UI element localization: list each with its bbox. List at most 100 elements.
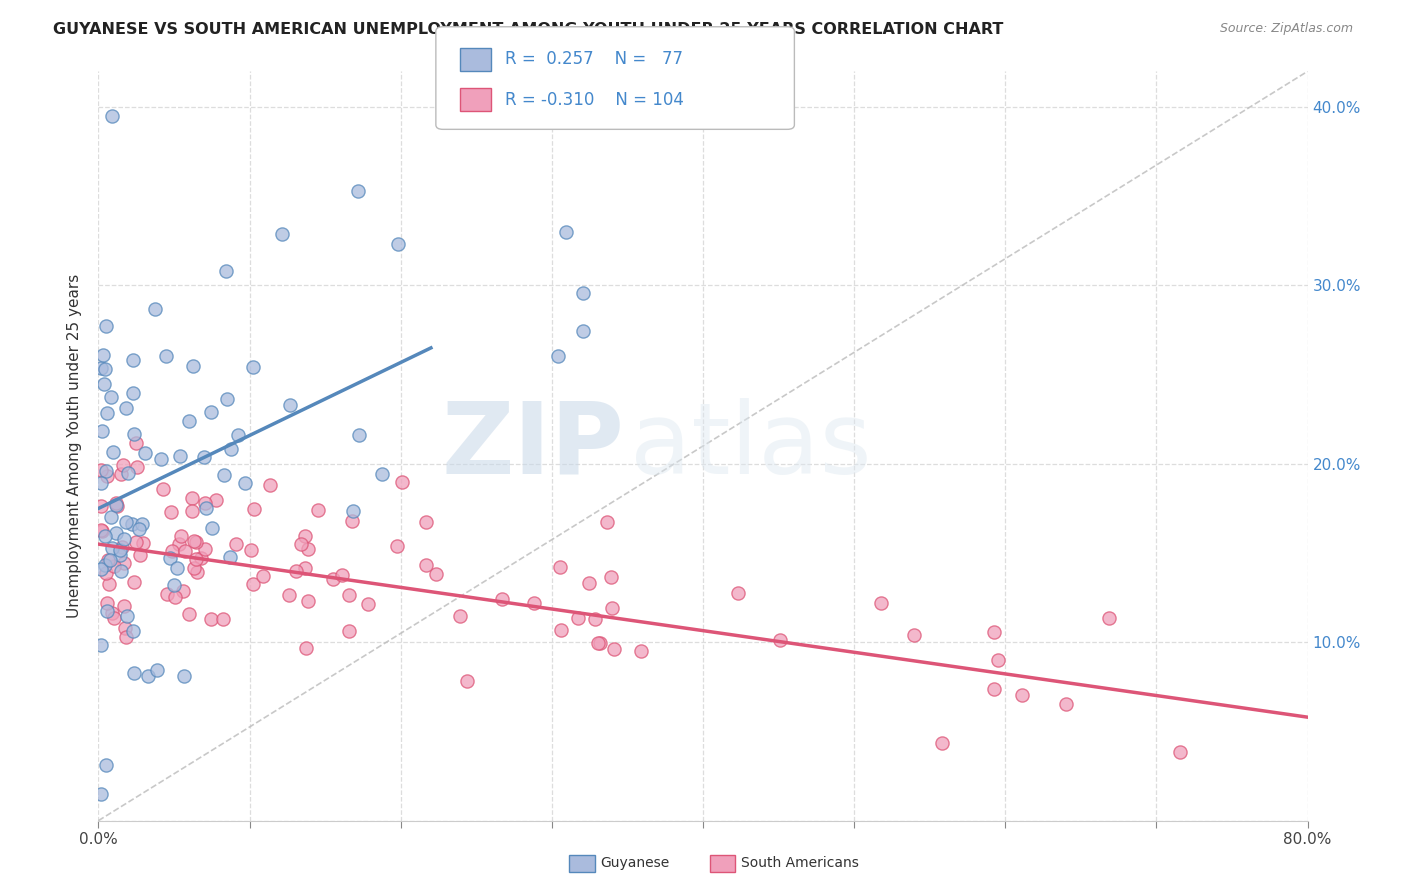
Point xyxy=(104,498,127,512)
Point xyxy=(233,476,256,491)
Point xyxy=(91,524,114,538)
Point xyxy=(387,539,409,553)
Point xyxy=(214,468,236,483)
Point xyxy=(90,476,112,491)
Point xyxy=(194,541,217,556)
Point xyxy=(567,611,589,625)
Point xyxy=(90,524,112,538)
Point xyxy=(114,621,136,635)
Point xyxy=(183,561,205,575)
Point xyxy=(90,463,112,477)
Point xyxy=(252,569,274,583)
Point xyxy=(242,577,264,591)
Point xyxy=(152,482,174,496)
Point xyxy=(588,636,610,650)
Point xyxy=(271,227,294,241)
Point xyxy=(294,560,316,574)
Point xyxy=(179,607,201,621)
Point xyxy=(169,537,191,551)
Point xyxy=(117,466,139,480)
Point xyxy=(1054,698,1077,712)
Point xyxy=(330,568,353,582)
Point xyxy=(108,548,131,562)
Point xyxy=(285,565,308,579)
Point xyxy=(163,577,186,591)
Point xyxy=(94,758,117,772)
Point xyxy=(371,467,394,481)
Point xyxy=(96,604,118,618)
Point xyxy=(193,450,215,464)
Point xyxy=(201,521,224,535)
Point xyxy=(112,556,135,570)
Point xyxy=(181,359,204,373)
Point xyxy=(589,109,612,123)
Point xyxy=(337,589,360,603)
Point xyxy=(129,548,152,562)
Point xyxy=(572,286,595,301)
Point xyxy=(90,562,112,576)
Point xyxy=(297,542,319,557)
Point xyxy=(1170,745,1192,759)
Point xyxy=(122,426,145,441)
Point xyxy=(103,559,125,574)
Point xyxy=(449,609,471,624)
Point xyxy=(425,566,447,581)
Point xyxy=(94,361,117,376)
Point xyxy=(215,264,238,278)
Text: Guyanese: Guyanese xyxy=(600,856,669,871)
Point xyxy=(190,550,212,565)
Point xyxy=(122,385,145,400)
Point xyxy=(110,467,132,481)
Point xyxy=(132,535,155,549)
Point xyxy=(595,515,617,529)
Point xyxy=(112,599,135,613)
Point xyxy=(342,514,364,528)
Point xyxy=(547,350,569,364)
Point xyxy=(174,543,197,558)
Text: GUYANESE VS SOUTH AMERICAN UNEMPLOYMENT AMONG YOUTH UNDER 25 YEARS CORRELATION C: GUYANESE VS SOUTH AMERICAN UNEMPLOYMENT … xyxy=(53,22,1004,37)
Point xyxy=(100,510,122,524)
Point xyxy=(186,566,208,580)
Point xyxy=(169,450,191,464)
Point xyxy=(219,442,242,456)
Text: R =  0.257    N =   77: R = 0.257 N = 77 xyxy=(505,50,683,69)
Point xyxy=(183,533,205,548)
Point xyxy=(391,475,413,490)
Point xyxy=(259,478,281,492)
Point xyxy=(1098,611,1121,625)
Point xyxy=(225,537,247,551)
Point xyxy=(127,460,149,475)
Point xyxy=(101,109,124,123)
Point xyxy=(96,566,118,581)
Point xyxy=(111,540,134,554)
Point xyxy=(166,561,188,575)
Point xyxy=(278,398,301,412)
Point xyxy=(90,787,112,801)
Point xyxy=(121,516,143,531)
Point xyxy=(96,596,118,610)
Point xyxy=(180,503,202,517)
Point xyxy=(145,663,167,677)
Point xyxy=(114,401,136,416)
Text: Source: ZipAtlas.com: Source: ZipAtlas.com xyxy=(1219,22,1353,36)
Point xyxy=(115,515,138,529)
Point xyxy=(1011,688,1033,702)
Point xyxy=(456,673,478,688)
Point xyxy=(96,468,118,483)
Point xyxy=(93,376,115,391)
Point xyxy=(290,537,312,551)
Text: R = -0.310    N = 104: R = -0.310 N = 104 xyxy=(505,91,683,109)
Point xyxy=(387,237,409,252)
Point xyxy=(578,576,600,591)
Point xyxy=(415,515,437,529)
Point xyxy=(307,503,329,517)
Point xyxy=(600,600,623,615)
Point xyxy=(143,301,166,316)
Point xyxy=(105,525,128,540)
Point xyxy=(134,446,156,460)
Point xyxy=(277,588,299,602)
Point xyxy=(122,666,145,681)
Point xyxy=(115,630,138,644)
Point xyxy=(155,349,177,363)
Point xyxy=(159,550,181,565)
